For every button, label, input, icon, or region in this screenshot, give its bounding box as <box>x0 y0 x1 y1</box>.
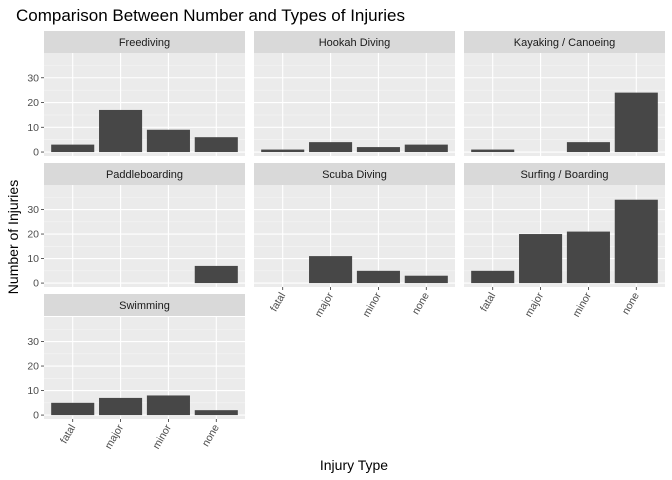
panel-background <box>254 53 455 156</box>
bar-freediving-none <box>194 137 238 153</box>
facet-strip <box>44 31 245 53</box>
facet-paddleboarding: Paddleboarding 0 10 20 30 <box>27 163 245 290</box>
y-tick-label: 20 <box>27 229 39 241</box>
y-tick-label: 10 <box>27 385 39 397</box>
bar-kayaking-canoeing-fatal <box>471 149 515 153</box>
x-axis-title: Injury Type <box>320 457 388 473</box>
x-tick-label: fatal <box>58 423 78 446</box>
facet-strip <box>44 163 245 185</box>
x-tick-label: minor <box>571 290 595 319</box>
facet-label: Swimming <box>119 300 170 312</box>
bar-freediving-major <box>99 109 143 153</box>
x-tick-label: fatal <box>268 291 288 314</box>
facet-scuba-diving: Scuba Diving fatal major minor none <box>254 163 455 319</box>
bar-freediving-fatal <box>51 144 95 153</box>
facet-label: Hookah Diving <box>319 37 391 49</box>
x-tick-label: minor <box>361 290 385 319</box>
facet-label: Kayaking / Canoeing <box>514 37 616 49</box>
facet-kayaking-canoeing: Kayaking / Canoeing <box>464 31 665 156</box>
y-axis-title: Number of Injuries <box>5 180 21 294</box>
bar-hookah-diving-none <box>404 144 448 153</box>
facet-strip <box>254 163 455 185</box>
facet-swimming: Swimming 0 10 20 30 fatal major minor none <box>27 294 245 451</box>
y-tick-label: 30 <box>27 204 39 216</box>
bar-hookah-diving-fatal <box>261 149 305 153</box>
facet-label: Freediving <box>119 37 170 49</box>
bar-paddleboarding-none <box>194 265 238 284</box>
bar-swimming-none <box>194 410 238 416</box>
bar-scuba-diving-none <box>404 275 448 284</box>
y-tick-label: 20 <box>27 361 39 373</box>
y-tick-label: 10 <box>27 253 39 265</box>
y-tick-label: 0 <box>33 278 39 290</box>
facet-hookah-diving: Hookah Diving <box>254 31 455 156</box>
panel-background <box>254 185 455 287</box>
x-tick-label: none <box>620 290 642 316</box>
facet-label: Paddleboarding <box>106 169 183 181</box>
facet-panels: Freediving 0 10 20 30 Hookah Diving Kayaking /… <box>27 31 665 451</box>
facet-label: Scuba Diving <box>322 169 387 181</box>
bar-kayaking-canoeing-minor <box>566 142 610 153</box>
y-tick-label: 0 <box>33 147 39 159</box>
x-tick-label: none <box>410 290 432 316</box>
x-tick-label: minor <box>151 422 175 451</box>
bar-surfing-boarding-minor <box>566 231 610 284</box>
chart-title: Comparison Between Number and Types of I… <box>16 6 405 25</box>
bar-surfing-boarding-major <box>519 234 563 284</box>
bar-surfing-boarding-none <box>614 199 658 284</box>
x-tick-label: major <box>313 290 337 319</box>
facet-freediving: Freediving 0 10 20 30 <box>27 31 245 159</box>
x-tick-label: fatal <box>478 291 498 314</box>
bar-swimming-minor <box>146 395 190 416</box>
bar-swimming-fatal <box>51 402 95 416</box>
y-tick-label: 30 <box>27 336 39 348</box>
facet-strip <box>44 294 245 316</box>
bar-surfing-boarding-fatal <box>471 270 515 284</box>
facet-surfing-boarding: Surfing / Boarding fatal major minor none <box>464 163 665 319</box>
bar-hookah-diving-minor <box>356 147 400 153</box>
facet-strip <box>254 31 455 53</box>
y-tick-label: 10 <box>27 122 39 134</box>
bar-hookah-diving-major <box>309 142 353 153</box>
x-tick-label: none <box>200 422 222 448</box>
bar-scuba-diving-minor <box>356 270 400 284</box>
facet-label: Surfing / Boarding <box>520 169 608 181</box>
bar-swimming-major <box>99 397 143 416</box>
y-tick-label: 0 <box>33 410 39 422</box>
y-tick-label: 30 <box>27 72 39 84</box>
x-tick-label: major <box>103 422 127 451</box>
facet-strip <box>464 163 665 185</box>
facet-strip <box>464 31 665 53</box>
bar-scuba-diving-major <box>309 256 353 284</box>
y-tick-label: 20 <box>27 97 39 109</box>
panel-background <box>44 317 245 419</box>
bar-kayaking-canoeing-none <box>614 92 658 153</box>
x-tick-label: major <box>523 290 547 319</box>
bar-freediving-minor <box>146 129 190 153</box>
